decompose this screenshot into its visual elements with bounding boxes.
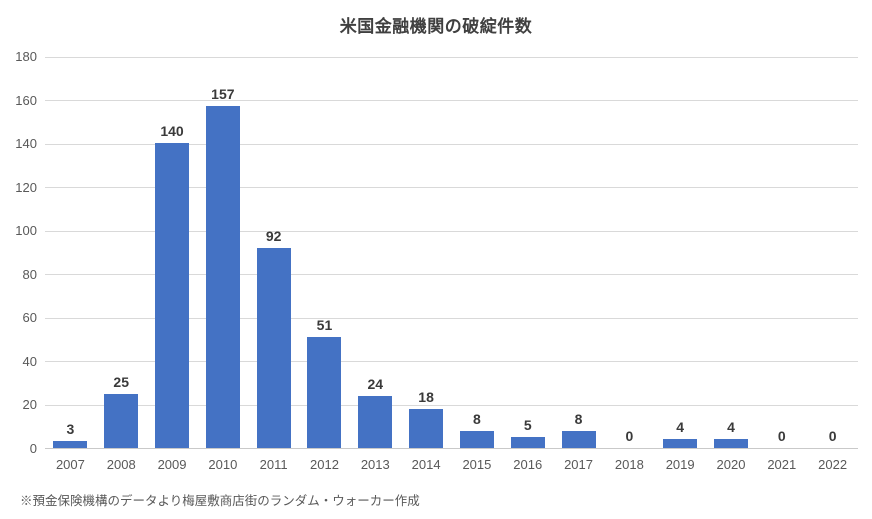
- gridline-160: [45, 100, 858, 102]
- x-tick-label-2008: 2008: [106, 457, 136, 472]
- gridline-140: [45, 143, 858, 145]
- value-label-2022: 0: [828, 428, 837, 444]
- gridline-80: [45, 274, 858, 276]
- gridline-60: [45, 317, 858, 319]
- bar-2009: [155, 143, 190, 448]
- bar-2020: [713, 439, 748, 448]
- x-tick-label-2015: 2015: [462, 457, 492, 472]
- bar-2014: [409, 408, 444, 448]
- x-tick-label-2014: 2014: [411, 457, 441, 472]
- x-tick-label-2020: 2020: [716, 457, 746, 472]
- y-axis: 0 20 40 60 80 100 120 140 160 180: [0, 49, 37, 456]
- x-tick-label-2012: 2012: [310, 457, 339, 472]
- x-tick-label-2017: 2017: [564, 457, 593, 472]
- bar-2011: [256, 247, 291, 448]
- y-tick-label-100: 100: [15, 223, 37, 239]
- gridline-180: [45, 56, 858, 58]
- value-label-2017: 8: [574, 410, 583, 427]
- gridline-120: [45, 187, 858, 189]
- x-tick-label-2010: 2010: [208, 457, 238, 472]
- x-tick-label-2007: 2007: [55, 457, 85, 472]
- bar-2016: [510, 437, 545, 448]
- bar-2015: [459, 430, 494, 448]
- value-label-2014: 18: [418, 388, 434, 405]
- plot-area: 3 25 140 157 92 51 24 18 8 5 8 0 4 4 0 0: [45, 56, 858, 449]
- value-label-2020: 4: [727, 419, 735, 436]
- chart-title: 米国金融機関の破綻件数: [339, 17, 533, 36]
- x-tick-label-2013: 2013: [360, 457, 390, 472]
- value-label-2011: 92: [265, 227, 282, 244]
- bar-2017: [561, 430, 596, 448]
- y-tick-label-20: 20: [22, 397, 37, 413]
- value-label-2015: 8: [473, 410, 481, 427]
- x-tick-label-2018: 2018: [614, 457, 644, 472]
- gridline-20: [45, 404, 858, 406]
- y-tick-label-80: 80: [22, 266, 37, 282]
- x-tick-label-2009: 2009: [157, 457, 187, 472]
- value-label-2008: 25: [113, 373, 129, 390]
- x-axis-line: [45, 448, 858, 449]
- bar-2019: [663, 439, 698, 448]
- y-tick-label-140: 140: [15, 136, 37, 152]
- y-tick-label-160: 160: [15, 92, 37, 108]
- value-label-2018: 0: [625, 428, 634, 444]
- y-tick-label-0: 0: [29, 441, 37, 456]
- value-label-2010: 157: [211, 86, 235, 103]
- value-label-2019: 4: [676, 419, 685, 436]
- gridline-40: [45, 361, 858, 363]
- value-label-2009: 140: [160, 123, 184, 140]
- bar-2010: [205, 106, 240, 448]
- y-tick-label-120: 120: [15, 179, 37, 195]
- value-label-2007: 3: [66, 421, 75, 438]
- bar-2012: [307, 336, 342, 448]
- bar-2007: [53, 441, 88, 448]
- y-tick-label-180: 180: [15, 49, 37, 64]
- x-tick-label-2022: 2022: [818, 457, 848, 472]
- value-label-2016: 5: [523, 417, 532, 434]
- source-note: ※預金保険機構のデータより梅屋敷商店街のランダム・ウォーカー作成: [20, 494, 420, 508]
- y-tick-label-60: 60: [22, 310, 37, 326]
- gridline-100: [45, 230, 858, 232]
- x-tick-label-2021: 2021: [767, 457, 797, 472]
- x-axis: 2007 2008 2009 2010 2011 2012 2013 2014 2015 2016…: [45, 457, 858, 475]
- x-tick-label-2011: 2011: [259, 457, 288, 472]
- y-tick-label-40: 40: [22, 353, 37, 369]
- bar-2008: [104, 393, 139, 448]
- value-label-2012: 51: [316, 316, 333, 333]
- value-label-2021: 0: [777, 428, 786, 444]
- bar-2013: [358, 395, 393, 448]
- x-tick-label-2016: 2016: [513, 457, 543, 472]
- x-tick-label-2019: 2019: [665, 457, 695, 472]
- value-label-2013: 24: [367, 375, 384, 392]
